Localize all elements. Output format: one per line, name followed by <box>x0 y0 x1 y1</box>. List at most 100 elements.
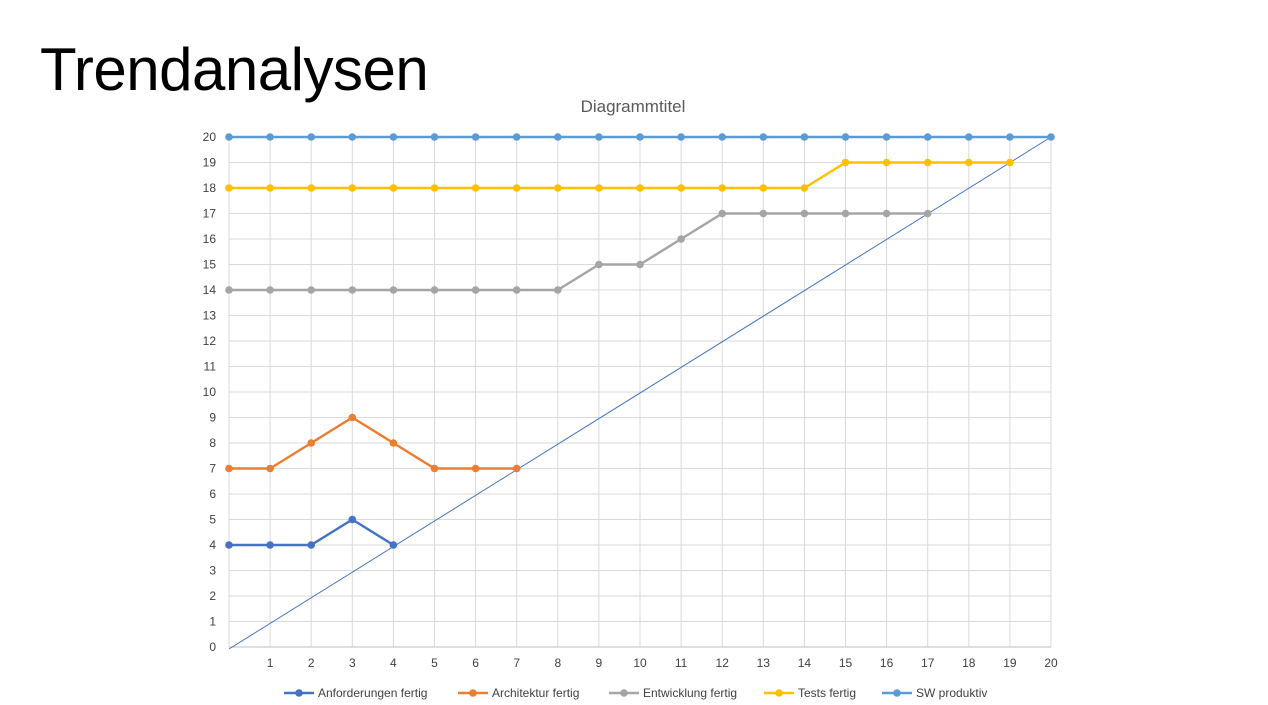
y-tick-label: 15 <box>203 258 217 272</box>
data-point <box>636 184 644 192</box>
data-point <box>595 133 603 141</box>
x-tick-label: 14 <box>798 656 812 670</box>
y-tick-label: 18 <box>203 181 217 195</box>
x-tick-label: 3 <box>349 656 356 670</box>
y-tick-label: 12 <box>203 334 217 348</box>
data-point <box>677 184 685 192</box>
data-point <box>800 184 809 192</box>
data-point <box>389 184 398 192</box>
data-point <box>554 286 562 294</box>
data-point <box>471 184 480 192</box>
y-tick-label: 3 <box>209 564 216 578</box>
series <box>225 515 398 549</box>
legend-swatch-marker <box>620 689 628 697</box>
data-point <box>307 133 316 141</box>
x-tick-label: 8 <box>554 656 561 670</box>
data-point <box>882 158 891 167</box>
legend-item: Entwicklung fertig <box>609 686 737 700</box>
legend-label: Tests fertig <box>798 686 856 700</box>
data-point <box>512 184 521 192</box>
x-axis-ticks: 1 2 3 4 5 6 7 8 9 10 11 12 13 14 15 16 17 18 19 20 <box>267 656 1058 670</box>
data-point <box>882 133 891 141</box>
data-point <box>471 133 480 141</box>
y-tick-label: 2 <box>209 589 216 603</box>
y-tick-label: 17 <box>203 207 217 221</box>
legend-swatch-marker <box>893 689 901 697</box>
data-point <box>389 133 398 141</box>
data-point <box>1006 158 1014 167</box>
x-tick-label: 11 <box>675 656 688 670</box>
y-tick-label: 9 <box>209 411 216 425</box>
y-tick-label: 4 <box>209 538 216 552</box>
x-tick-label: 19 <box>1003 656 1017 670</box>
data-point <box>1047 133 1055 141</box>
data-point <box>677 133 685 141</box>
data-point <box>923 133 932 141</box>
data-point <box>348 286 357 294</box>
legend-label: Anforderungen fertig <box>318 686 427 700</box>
y-tick-label: 19 <box>203 156 217 170</box>
data-point <box>266 464 274 473</box>
y-tick-label: 11 <box>204 360 217 374</box>
series <box>225 209 932 294</box>
legend-label: Entwicklung fertig <box>643 686 737 700</box>
x-tick-label: 17 <box>921 656 935 670</box>
data-point <box>225 541 233 549</box>
data-point <box>677 235 685 243</box>
data-point <box>266 133 274 141</box>
series-line <box>229 416 517 470</box>
data-point <box>841 158 850 167</box>
data-point <box>759 133 768 141</box>
data-point <box>430 464 439 473</box>
legend-item: Architektur fertig <box>458 686 579 700</box>
data-point <box>718 184 726 192</box>
x-tick-label: 16 <box>880 656 894 670</box>
series-line <box>229 212 928 292</box>
data-point <box>307 541 316 549</box>
data-point <box>718 209 726 218</box>
x-tick-label: 10 <box>633 656 647 670</box>
data-point <box>307 286 316 294</box>
data-point <box>595 260 603 269</box>
x-tick-label: 20 <box>1044 656 1058 670</box>
data-point <box>512 133 521 141</box>
y-tick-label: 8 <box>209 436 216 450</box>
series <box>225 133 1055 141</box>
data-point <box>430 286 439 294</box>
data-point <box>923 158 932 167</box>
data-point <box>965 158 973 167</box>
data-point <box>512 286 521 294</box>
x-tick-label: 15 <box>839 656 853 670</box>
data-point <box>882 209 891 218</box>
y-tick-label: 10 <box>203 385 217 399</box>
data-point <box>389 286 398 294</box>
legend-item: SW produktiv <box>882 686 987 700</box>
y-tick-label: 16 <box>203 232 217 246</box>
series <box>225 413 521 473</box>
data-point <box>800 209 809 218</box>
data-point <box>348 413 357 422</box>
x-tick-label: 13 <box>757 656 771 670</box>
y-tick-label: 6 <box>209 487 216 501</box>
data-point <box>389 439 398 447</box>
legend-item: Anforderungen fertig <box>284 686 427 700</box>
data-point <box>266 286 274 294</box>
data-point <box>225 184 233 192</box>
series-group <box>225 133 1055 549</box>
data-point <box>512 464 521 473</box>
x-tick-label: 5 <box>431 656 438 670</box>
x-tick-label: 2 <box>308 656 315 670</box>
data-point <box>389 541 398 549</box>
data-point <box>841 209 850 218</box>
y-tick-label: 7 <box>209 462 216 476</box>
chart-title: Diagrammtitel <box>581 97 686 116</box>
y-tick-label: 13 <box>203 309 217 323</box>
data-point <box>307 184 316 192</box>
data-point <box>636 260 644 269</box>
reference-diagonal <box>228 136 1052 650</box>
reference-line <box>228 136 1052 650</box>
legend: Anforderungen fertig Architektur fertig En… <box>284 686 987 700</box>
x-tick-label: 7 <box>513 656 520 670</box>
